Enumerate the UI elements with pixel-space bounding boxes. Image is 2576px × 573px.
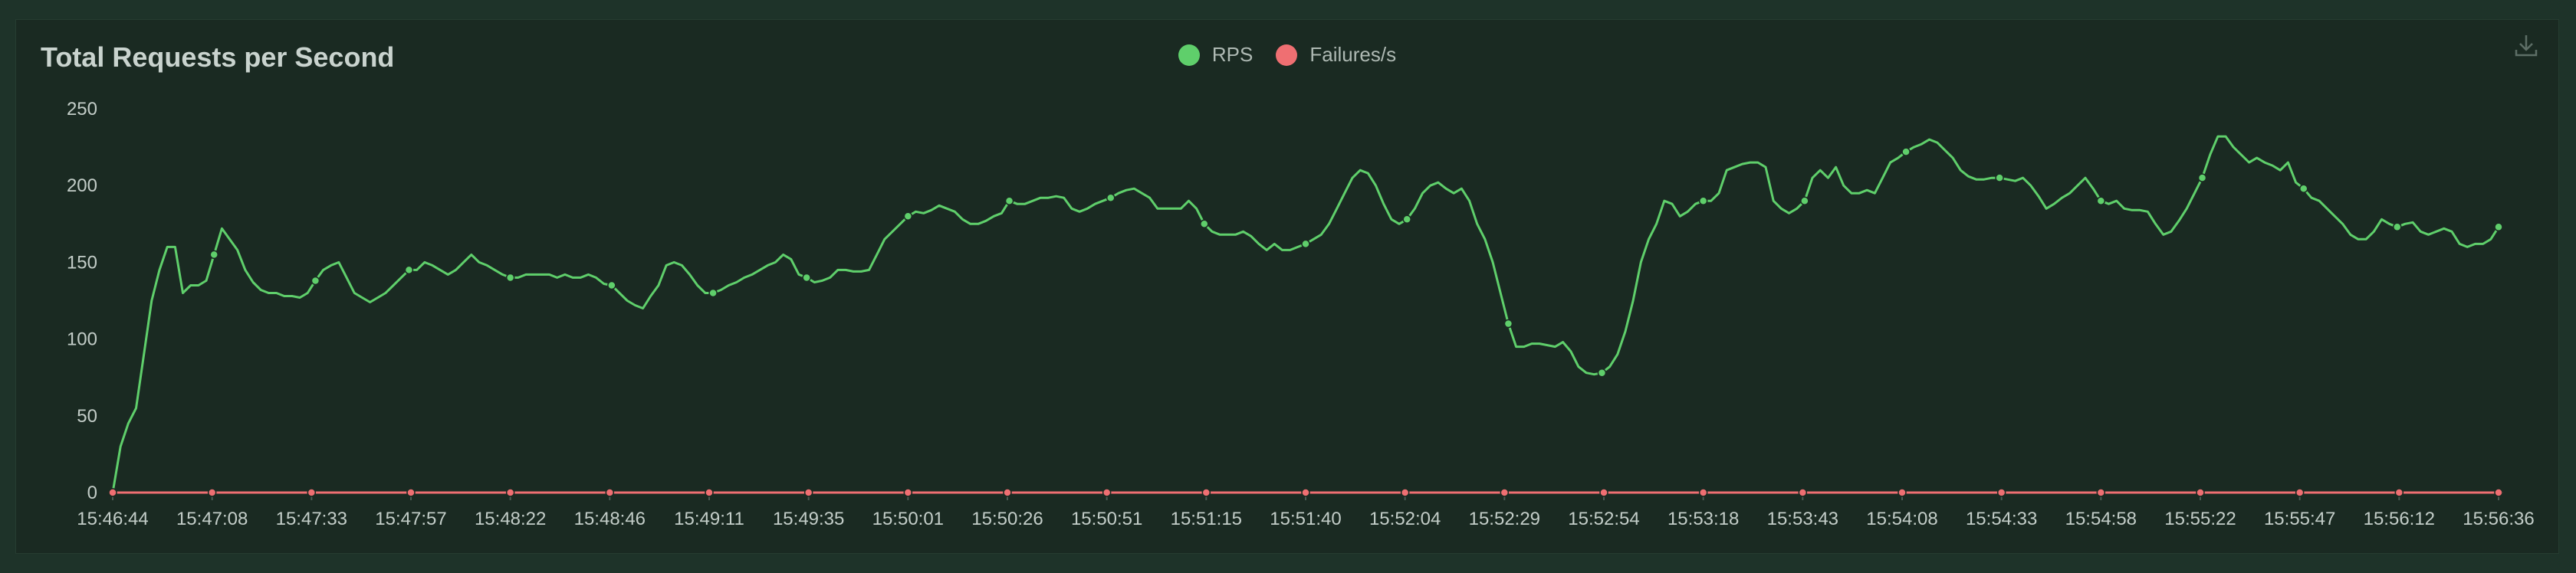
data-point-failures <box>1898 488 1907 497</box>
x-tick-label: 15:47:57 <box>375 509 446 529</box>
x-tick-label: 15:47:33 <box>276 509 347 529</box>
x-tick-label: 15:54:33 <box>1966 509 2037 529</box>
data-point-rps <box>2299 184 2308 193</box>
data-point-failures <box>705 488 714 497</box>
data-point-rps <box>802 273 811 283</box>
x-tick-label: 15:54:58 <box>2065 509 2137 529</box>
data-point-rps <box>903 211 913 221</box>
data-point-rps <box>2096 196 2106 205</box>
data-point-failures <box>903 488 913 497</box>
data-point-failures <box>1996 488 2006 497</box>
data-point-failures <box>2196 488 2205 497</box>
legend-item-rps[interactable]: RPS <box>1178 43 1253 67</box>
data-point-failures <box>1798 488 1808 497</box>
data-point-rps <box>505 273 515 283</box>
legend-label-rps: RPS <box>1211 43 1254 66</box>
x-tick-label: 15:50:51 <box>1071 509 1142 529</box>
data-point-rps <box>1200 219 1209 229</box>
data-point-rps <box>2393 222 2402 232</box>
x-tick-label: 15:53:43 <box>1767 509 1838 529</box>
legend-label-failures: Failures/s <box>1309 43 1397 66</box>
data-point-failures <box>2295 488 2305 497</box>
x-tick-label: 15:50:01 <box>872 509 944 529</box>
data-point-failures <box>1500 488 1510 497</box>
data-point-rps <box>1004 196 1014 205</box>
x-tick-label: 15:55:47 <box>2264 509 2335 529</box>
data-point-failures <box>803 488 813 497</box>
chart-panel: Total Requests per Second RPS Failures/s… <box>15 19 2559 554</box>
data-point-failures <box>1003 488 1012 497</box>
data-point-failures <box>1301 488 1310 497</box>
data-point-failures <box>505 488 515 497</box>
x-tick-label: 15:49:11 <box>674 509 744 529</box>
y-tick-label: 250 <box>67 99 97 120</box>
x-tick-label: 15:54:08 <box>1866 509 1937 529</box>
x-tick-label: 15:53:18 <box>1668 509 1739 529</box>
chart-title: Total Requests per Second <box>41 41 395 73</box>
legend-swatch-rps <box>1178 44 1200 66</box>
y-tick-label: 150 <box>67 252 97 273</box>
data-point-rps <box>1901 147 1911 156</box>
data-point-failures <box>108 488 117 497</box>
x-tick-label: 15:55:22 <box>2164 509 2236 529</box>
data-point-failures <box>406 488 416 497</box>
data-point-failures <box>2494 488 2503 497</box>
data-point-rps <box>209 250 219 260</box>
y-tick-label: 200 <box>67 175 97 196</box>
data-point-failures <box>1698 488 1708 497</box>
data-point-rps <box>310 276 320 286</box>
data-point-failures <box>1201 488 1211 497</box>
y-tick-label: 50 <box>77 406 97 427</box>
data-point-rps <box>1698 196 1708 205</box>
data-point-failures <box>307 488 317 497</box>
data-point-rps <box>1995 173 2004 182</box>
data-point-rps <box>1301 239 1310 249</box>
data-point-rps <box>1800 196 1809 205</box>
x-tick-label: 15:51:15 <box>1171 509 1242 529</box>
data-point-rps <box>2197 173 2207 182</box>
legend-swatch-failures <box>1276 44 1298 66</box>
x-tick-label: 15:46:44 <box>77 509 148 529</box>
y-tick-label: 100 <box>67 329 97 350</box>
x-tick-label: 15:50:26 <box>971 509 1043 529</box>
x-tick-label: 15:49:35 <box>773 509 844 529</box>
data-point-failures <box>2096 488 2106 497</box>
x-tick-label: 15:52:04 <box>1369 509 1441 529</box>
x-tick-label: 15:52:29 <box>1469 509 1540 529</box>
y-tick-label: 0 <box>87 483 97 503</box>
data-point-rps <box>708 288 718 298</box>
x-tick-label: 15:47:08 <box>176 509 248 529</box>
data-point-failures <box>1102 488 1112 497</box>
x-tick-label: 15:56:12 <box>2364 509 2435 529</box>
x-tick-label: 15:48:22 <box>475 509 546 529</box>
data-point-failures <box>605 488 615 497</box>
data-point-rps <box>404 265 414 275</box>
x-tick-label: 15:51:40 <box>1270 509 1341 529</box>
data-point-rps <box>2494 222 2503 232</box>
series-line-rps <box>111 135 2500 493</box>
chart-legend: RPS Failures/s <box>16 43 2558 67</box>
data-point-rps <box>1106 193 1116 202</box>
x-tick-label: 15:56:36 <box>2463 509 2534 529</box>
data-point-rps <box>1597 368 1607 378</box>
data-point-failures <box>207 488 217 497</box>
data-point-rps <box>607 280 616 290</box>
legend-item-failures[interactable]: Failures/s <box>1276 43 1396 67</box>
data-point-rps <box>1503 319 1513 329</box>
data-point-failures <box>2394 488 2404 497</box>
download-button[interactable] <box>2511 31 2542 61</box>
data-point-failures <box>1599 488 1608 497</box>
x-tick-label: 15:48:46 <box>574 509 646 529</box>
data-point-failures <box>1400 488 1410 497</box>
data-point-rps <box>1402 214 1411 224</box>
x-tick-label: 15:52:54 <box>1568 509 1639 529</box>
download-icon <box>2515 35 2538 57</box>
chart-plot-area: 0 50 100 150 200 250 15:46:44 15:47:08 15:47:33 1… <box>67 99 2535 529</box>
